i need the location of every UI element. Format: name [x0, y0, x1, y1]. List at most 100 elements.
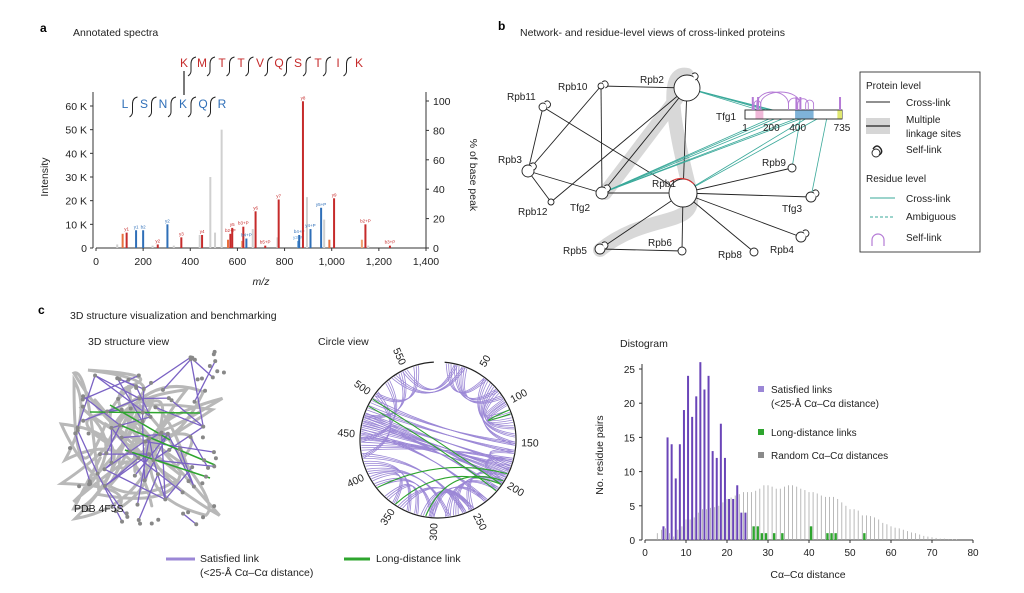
- satisfied-link-bar: [703, 389, 706, 540]
- peak-label: y7: [276, 193, 281, 198]
- spectrum-peak: [151, 245, 154, 248]
- spectrum-peak: [209, 177, 212, 248]
- rpb1-self-link: [669, 178, 695, 185]
- y-right-tick-label: 80: [433, 125, 445, 137]
- satisfied-chord: [364, 460, 409, 511]
- spectrum-peak: [309, 229, 312, 248]
- spectrum-peak: [227, 239, 229, 248]
- residue-atom: [98, 452, 103, 457]
- spectrum-peak: [198, 234, 201, 248]
- residue-atom: [77, 484, 82, 489]
- satisfied-chord: [361, 432, 504, 481]
- spectrum-ylabel: Intensity: [39, 157, 51, 197]
- legend-linkage-sites: linkage sites: [906, 129, 961, 140]
- random-distance-bar: [665, 528, 666, 540]
- y-tick-label: 50 K: [65, 125, 87, 137]
- tfg1-tick-label: 735: [834, 123, 851, 134]
- residue-atom: [68, 446, 73, 451]
- spectrum-xlabel: m/z: [253, 276, 271, 288]
- peak-label: b2+P: [225, 228, 236, 233]
- satisfied-link-bar: [662, 526, 665, 540]
- x-tick-label: 400: [182, 256, 200, 268]
- node-label-rpb9: Rpb9: [762, 158, 786, 169]
- peptide-beta-residue: S: [140, 97, 148, 111]
- random-distance-bar: [902, 529, 904, 540]
- residue-atom: [80, 404, 85, 409]
- long-distance-bar: [809, 526, 813, 540]
- residue-atom: [119, 407, 124, 412]
- node-label-rpb6: Rpb6: [648, 238, 672, 249]
- y-tick-label: 0: [81, 243, 87, 255]
- residue-atom: [105, 409, 110, 414]
- random-distance-bar: [681, 526, 683, 540]
- distogram-chart: 0 10 20 30 40 50 60 70 80 0 5 10 15 20 25: [624, 362, 979, 559]
- structure-view-title: 3D structure view: [88, 336, 170, 348]
- legend-swatch-random: [758, 452, 764, 458]
- network-edge: [527, 85, 602, 172]
- satisfied-link-bar: [732, 498, 735, 540]
- y-tick-label: 25: [624, 365, 636, 376]
- peptide-alpha-residue: V: [256, 56, 264, 70]
- self-link-icon: [601, 80, 609, 89]
- panel-a-label: a: [40, 21, 47, 35]
- long-distance-bar: [826, 533, 829, 540]
- self-link-icon: [601, 241, 609, 250]
- legend-self-link-arc: [871, 233, 885, 246]
- residue-atom: [135, 502, 140, 507]
- satisfied-chord: [453, 477, 502, 516]
- random-distance-bar: [878, 519, 880, 540]
- spectrum-peak: [116, 244, 119, 248]
- protein-node-rpb12: [547, 198, 555, 206]
- peptide-alpha-residue: T: [237, 56, 245, 70]
- random-distance-bar: [689, 519, 691, 540]
- random-distance-bar: [837, 498, 839, 540]
- spectrum-peak: [135, 230, 138, 248]
- spectrum-peak: [180, 237, 183, 248]
- random-distance-bar: [935, 537, 937, 540]
- satisfied-link: [77, 430, 99, 474]
- residue-atom: [136, 456, 141, 461]
- random-distance-bar: [939, 538, 941, 540]
- peak-label: y3: [179, 231, 184, 236]
- distogram-title: Distogram: [620, 338, 668, 350]
- random-distance-bar: [710, 507, 711, 540]
- residue-atom: [212, 504, 217, 509]
- random-distance-bar: [911, 532, 912, 540]
- satisfied-link: [152, 459, 166, 500]
- satisfied-chord: [428, 491, 464, 517]
- circle-outline: [359, 361, 517, 519]
- random-distance-bar: [738, 494, 740, 540]
- residue-cross-link: [810, 117, 828, 198]
- x-tick-label: 1,000: [319, 256, 345, 268]
- x-tick-label: 200: [134, 256, 152, 268]
- residue-atom: [86, 507, 91, 512]
- residue-atom: [113, 509, 118, 514]
- satisfied-link: [77, 375, 96, 428]
- long-distance-chord: [395, 475, 502, 505]
- spectrum-peak: [220, 129, 223, 248]
- random-distance-bar: [907, 531, 908, 540]
- y-tick-label: 15: [624, 433, 636, 444]
- peptide-beta-residue: K: [179, 97, 187, 111]
- satisfied-chord: [420, 490, 471, 516]
- long-distance-bar: [781, 533, 784, 540]
- random-distance-bar: [857, 510, 859, 540]
- satisfied-link: [104, 468, 166, 501]
- node-label-rpb10: Rpb10: [558, 82, 588, 93]
- residue-atom: [213, 359, 218, 364]
- random-distance-bar: [870, 516, 871, 540]
- residue-atom: [160, 387, 165, 392]
- x-tick-label: 80: [967, 548, 979, 559]
- satisfied-link-bar: [711, 451, 714, 540]
- network-edge: [682, 192, 802, 238]
- fragment-mark: [167, 96, 177, 118]
- satisfied-chord: [485, 392, 515, 430]
- peak-label: y4: [200, 229, 205, 234]
- node-label-rpb5: Rpb5: [563, 246, 587, 257]
- random-distance-bar: [915, 533, 916, 540]
- satisfied-link: [141, 388, 145, 422]
- spectrum-peak: [277, 199, 280, 248]
- circle-tick-label: 50: [477, 353, 493, 369]
- fragment-mark: [206, 56, 216, 77]
- long-distance-link: [124, 449, 211, 479]
